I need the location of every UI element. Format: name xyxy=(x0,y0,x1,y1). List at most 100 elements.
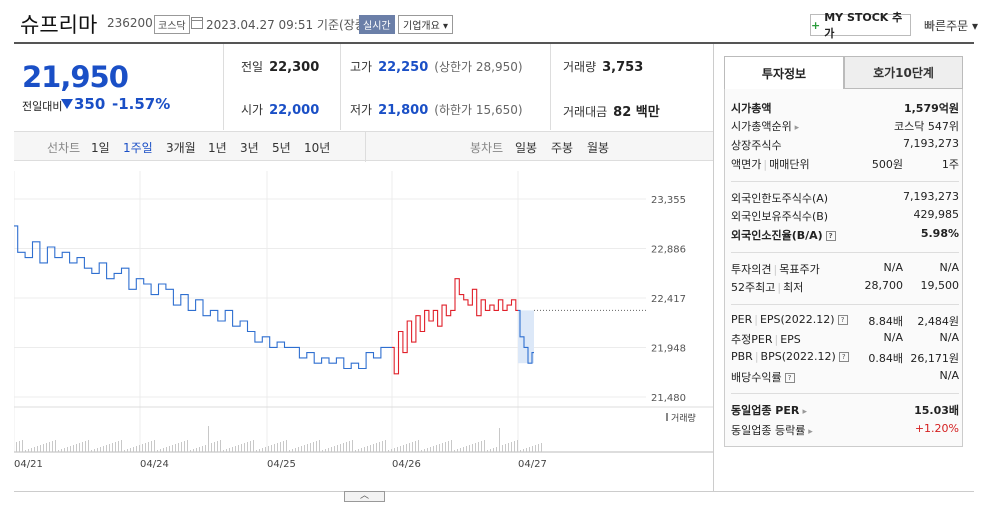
volume-bar xyxy=(418,440,419,452)
info-row-key: 추정PER | EPS xyxy=(731,333,801,346)
volume-bar xyxy=(43,444,44,452)
volume-bar xyxy=(283,441,284,452)
volume-bar xyxy=(19,441,20,452)
stat-value: 22,300 xyxy=(269,60,320,75)
info-row: 시가총액순위 ▸ 코스닥 547위 xyxy=(731,118,959,135)
price-stats: 전일 22,300 고가 22,250 (상한가 28,950) 거래량 3,7… xyxy=(224,44,713,130)
volume-bar xyxy=(55,440,56,452)
candle-monthly[interactable]: 월봉 xyxy=(587,141,610,155)
volume-bar xyxy=(190,450,191,452)
quick-order-dropdown[interactable]: 빠른주문 ▾ xyxy=(924,19,978,33)
volume-bar xyxy=(481,441,482,452)
volume-bar xyxy=(64,448,65,452)
y-tick-label: 21,480 xyxy=(651,393,686,404)
volume-bar xyxy=(307,444,308,452)
stat-label: 거래대금 xyxy=(563,105,608,119)
volume-bar xyxy=(259,449,260,452)
volume-bar xyxy=(199,447,200,452)
info-row: 배당수익률? N/A xyxy=(731,369,959,386)
tab-investment-info[interactable]: 투자정보 xyxy=(724,56,844,89)
volume-bar xyxy=(58,450,59,452)
period-3y[interactable]: 3년 xyxy=(240,141,259,155)
volume-bar xyxy=(463,447,464,452)
info-row-key[interactable]: 동일업종 PER ▸ xyxy=(731,404,808,417)
period-3m[interactable]: 3개월 xyxy=(166,141,196,155)
volume-bar xyxy=(193,449,194,452)
info-row-value: 7,193,273 xyxy=(903,137,959,150)
volume-bar xyxy=(523,449,524,452)
price-chart-svg: 23,355 22,886 22,417 21,948 21,480 04/21 04/24… xyxy=(13,171,713,470)
separator-pipe: | xyxy=(777,281,782,294)
volume-bar xyxy=(517,440,518,452)
volume-bar xyxy=(223,450,224,452)
volume-bar xyxy=(157,450,158,452)
candle-weekly[interactable]: 주봉 xyxy=(551,141,574,155)
stat-volume: 거래량 3,753 xyxy=(563,58,643,75)
volume-bar xyxy=(421,450,422,452)
volume-bar xyxy=(466,446,467,452)
volume-bar xyxy=(235,446,236,452)
info-tabs: 투자정보 호가10단계 xyxy=(724,56,963,89)
chart-bottom-border xyxy=(14,491,974,492)
volume-bar xyxy=(457,449,458,452)
volume-bar xyxy=(247,442,248,452)
period-5y[interactable]: 5년 xyxy=(272,141,291,155)
separator-pipe: | xyxy=(763,158,768,171)
y-tick-label: 23,355 xyxy=(651,195,686,206)
volume-bar xyxy=(460,448,461,452)
info-row: PER | EPS(2022.12)? 8.84배 2,484원 xyxy=(731,313,959,330)
volume-bar xyxy=(238,445,239,452)
help-icon[interactable]: ? xyxy=(837,315,848,325)
period-1w[interactable]: 1주일 xyxy=(123,141,153,155)
volume-bar xyxy=(22,440,23,452)
volume-bar xyxy=(142,444,143,452)
y-tick-label: 21,948 xyxy=(651,344,686,355)
volume-bar xyxy=(112,443,113,452)
volume-bar xyxy=(31,448,32,452)
company-overview-dropdown[interactable]: 기업개요 ▾ xyxy=(398,15,453,34)
x-tick-label: 04/21 xyxy=(14,459,43,470)
info-row-key[interactable]: 동일업종 등락률 ▸ xyxy=(731,424,813,437)
volume-bar xyxy=(220,440,221,452)
separator-pipe: | xyxy=(754,350,759,363)
info-row-value: N/A xyxy=(883,331,903,344)
info-row-key: 외국인한도주식수(A) xyxy=(731,192,829,205)
stat-high: 고가 22,250 (상한가 28,950) xyxy=(350,58,523,75)
info-row-key[interactable]: 시가총액순위 ▸ xyxy=(731,120,800,133)
volume-bar xyxy=(211,443,212,452)
candle-daily[interactable]: 일봉 xyxy=(515,141,538,155)
volume-bar xyxy=(106,445,107,452)
volume-bar xyxy=(244,443,245,452)
lower-limit: (하한가 15,650) xyxy=(434,103,523,117)
mystock-add-button[interactable]: + MY STOCK 추가 xyxy=(810,11,911,40)
realtime-badge[interactable]: 실시간 xyxy=(359,15,395,34)
help-icon[interactable]: ? xyxy=(825,231,836,241)
period-1y[interactable]: 1년 xyxy=(208,141,227,155)
stat-value: 21,800 xyxy=(378,103,429,118)
volume-bar xyxy=(475,443,476,452)
info-group-divider xyxy=(731,304,959,305)
help-icon[interactable]: ? xyxy=(838,352,849,362)
volume-bar xyxy=(262,448,263,452)
volume-bar xyxy=(325,449,326,452)
volume-bar xyxy=(451,440,452,452)
help-icon[interactable]: ? xyxy=(784,373,795,383)
volume-bar xyxy=(403,445,404,452)
period-10y[interactable]: 10년 xyxy=(304,141,331,155)
info-row-value: 429,985 xyxy=(913,208,960,221)
chevron-right-icon: ▸ xyxy=(805,427,813,437)
volume-bar xyxy=(352,440,353,452)
collapse-chevron-icon[interactable]: ︿ xyxy=(344,491,385,502)
volume-bar xyxy=(76,444,77,452)
volume-bar xyxy=(367,446,368,452)
price-chart[interactable]: 23,355 22,886 22,417 21,948 21,480 04/21 04/24… xyxy=(13,161,713,491)
volume-bar xyxy=(187,440,188,452)
volume-bar xyxy=(34,447,35,452)
volume-bar xyxy=(319,440,320,452)
volume-bar xyxy=(289,450,290,452)
volume-bar xyxy=(388,450,389,452)
tab-quote-10[interactable]: 호가10단계 xyxy=(844,56,963,89)
period-1d[interactable]: 1일 xyxy=(91,141,110,155)
volume-bar xyxy=(145,443,146,452)
volume-bar xyxy=(478,442,479,452)
